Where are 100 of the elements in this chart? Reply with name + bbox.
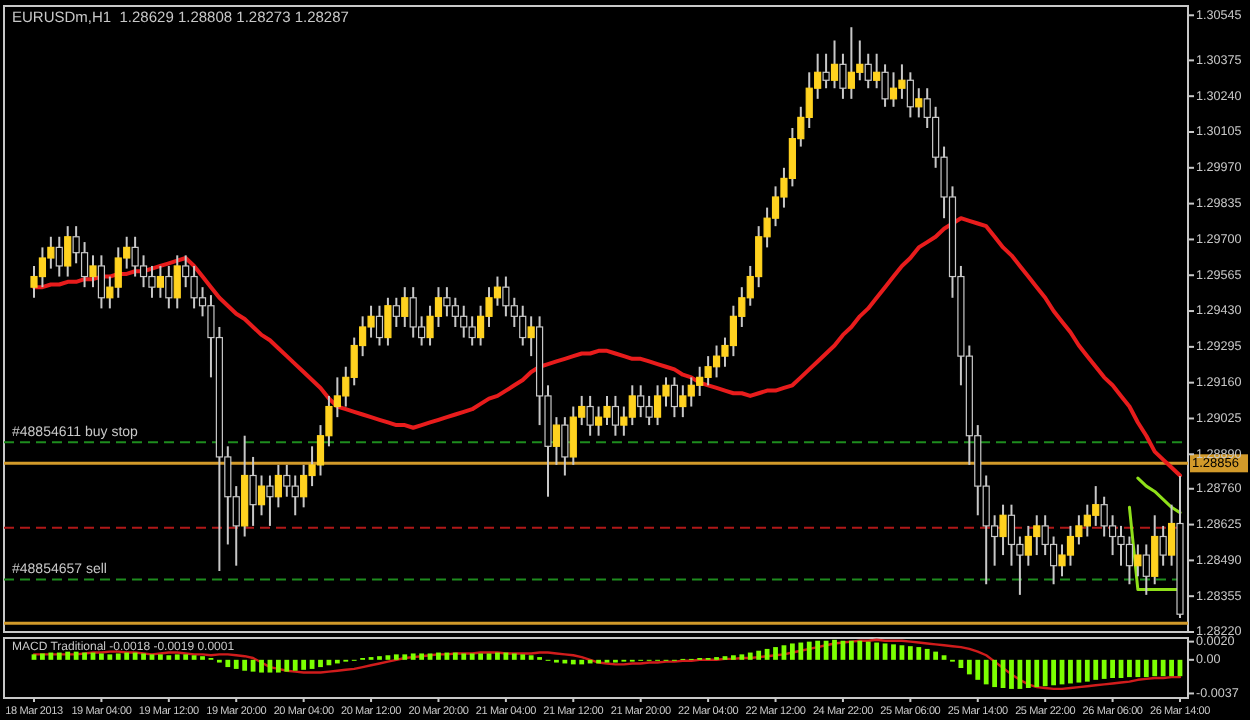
bar <box>225 659 231 668</box>
bar <box>284 659 290 672</box>
candlestick <box>97 254 106 310</box>
bar <box>115 653 121 660</box>
candlestick <box>460 304 468 339</box>
candlestick <box>139 254 148 289</box>
bar <box>975 659 981 680</box>
bar <box>1110 659 1115 678</box>
candlestick <box>392 296 400 328</box>
candlestick <box>114 246 122 299</box>
bar <box>410 653 416 660</box>
bar <box>183 654 189 660</box>
bar <box>1160 659 1166 677</box>
bar <box>815 640 821 660</box>
candlestick <box>1083 503 1091 538</box>
bar <box>461 653 467 660</box>
candlestick <box>906 71 914 119</box>
bar <box>1101 659 1107 679</box>
bar <box>275 659 281 673</box>
bar <box>916 647 922 660</box>
candlestick <box>679 384 687 419</box>
bar <box>756 650 762 660</box>
bar <box>924 648 930 660</box>
bar <box>832 639 837 660</box>
bar <box>798 642 804 660</box>
bar <box>73 651 79 660</box>
candlestick <box>291 474 299 517</box>
bar <box>259 659 264 673</box>
bar <box>301 659 307 670</box>
bar <box>1042 659 1048 687</box>
bar <box>1076 659 1082 683</box>
candlestick <box>729 304 737 358</box>
candlestick <box>131 235 139 278</box>
candlestick <box>847 26 855 100</box>
bar <box>82 652 87 660</box>
bar <box>966 659 972 675</box>
candlestick <box>38 246 47 289</box>
candlestick <box>915 87 923 119</box>
bar <box>1135 659 1141 678</box>
bar <box>1169 659 1174 677</box>
bar <box>158 654 163 660</box>
candlestick <box>586 394 594 437</box>
candlestick <box>856 39 864 82</box>
bar <box>1009 659 1014 689</box>
bar <box>65 651 71 660</box>
bar <box>495 652 500 660</box>
bar <box>393 654 399 660</box>
bar <box>874 642 880 660</box>
candlestick <box>1134 543 1142 578</box>
bar <box>452 652 458 660</box>
candlestick <box>409 286 417 339</box>
bar <box>1093 659 1099 680</box>
candlestick <box>712 344 721 379</box>
bar <box>1143 659 1149 678</box>
bar <box>992 659 998 688</box>
candlestick <box>1007 503 1016 567</box>
candlestick <box>165 264 173 310</box>
candlestick <box>1100 495 1108 538</box>
candlestick <box>266 474 274 527</box>
candlestick <box>519 304 527 347</box>
candlestick <box>64 225 72 278</box>
candlestick <box>864 52 872 90</box>
bar <box>806 641 812 660</box>
bar <box>444 652 450 660</box>
candlestick <box>653 384 662 427</box>
candlestick <box>375 304 384 347</box>
candlestick <box>1159 524 1167 567</box>
bar <box>242 659 248 671</box>
candlestick <box>1142 543 1150 596</box>
bar <box>503 652 509 660</box>
bar <box>40 653 45 660</box>
candlestick <box>670 376 679 419</box>
candlestick <box>401 286 409 328</box>
candlestick <box>384 296 392 347</box>
bar <box>31 654 37 660</box>
bar <box>469 653 475 660</box>
bar <box>747 652 753 660</box>
bar <box>857 640 863 660</box>
candlestick <box>274 463 282 509</box>
bar <box>511 653 517 660</box>
bar <box>739 654 745 660</box>
candlestick <box>80 241 89 289</box>
bar <box>419 653 425 660</box>
candlestick <box>569 405 577 466</box>
candlestick <box>889 71 898 108</box>
candlestick <box>830 39 839 90</box>
candlestick <box>451 296 459 328</box>
candlestick <box>55 235 63 278</box>
candlestick <box>173 254 181 310</box>
candlestick <box>1033 514 1041 557</box>
bar <box>233 659 239 669</box>
candlestick <box>1125 535 1134 586</box>
bar <box>789 643 795 660</box>
bar <box>865 641 871 660</box>
bar <box>891 644 896 660</box>
candlestick <box>561 416 569 477</box>
bar <box>56 652 62 660</box>
bar <box>773 647 778 660</box>
candlestick <box>1151 514 1159 586</box>
bar <box>478 653 483 660</box>
